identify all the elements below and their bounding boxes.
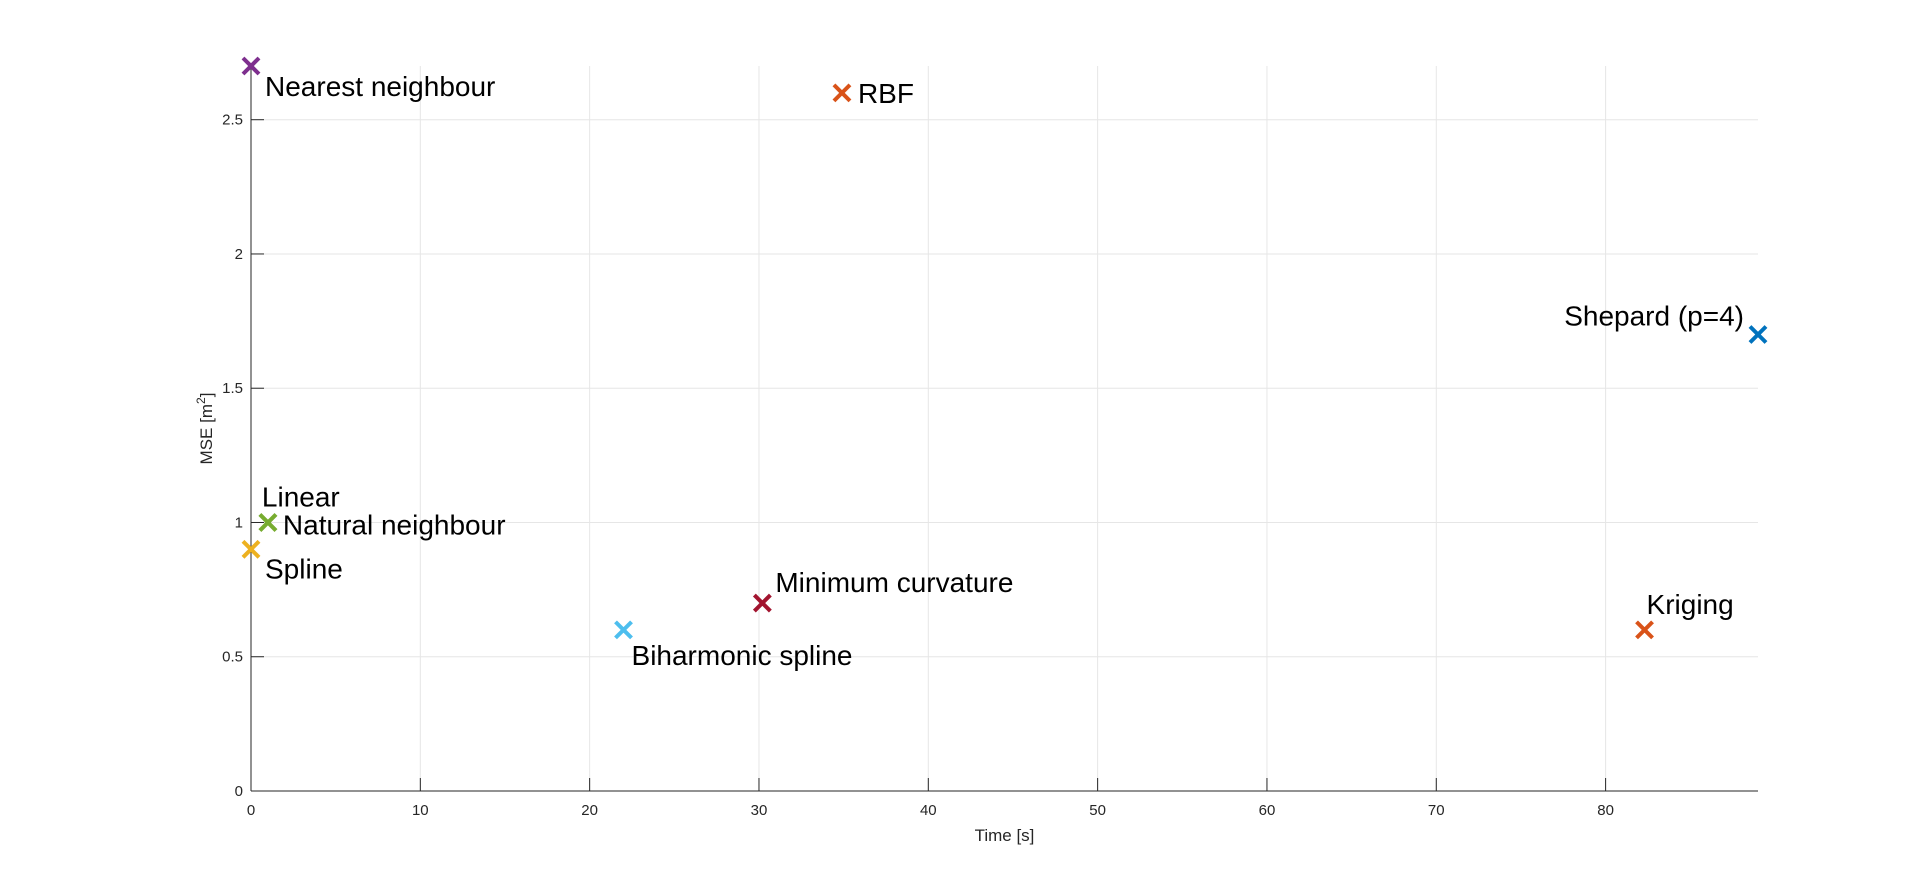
data-point: Nearest neighbour: [241, 56, 495, 102]
data-point: Shepard (p=4): [1564, 301, 1768, 344]
data-point: RBF: [832, 78, 914, 109]
y-tick-label: 0.5: [222, 649, 243, 666]
point-label: Nearest neighbour: [265, 71, 495, 102]
x-tick-label: 40: [920, 802, 937, 819]
point-label: Natural neighbour: [283, 509, 506, 540]
point-label: Linear: [262, 481, 340, 512]
y-tick-label: 0: [235, 783, 243, 800]
marker-stroke: [241, 539, 261, 559]
plot-area: [251, 66, 1758, 791]
data-point: Spline: [241, 539, 343, 584]
point-label: Spline: [265, 553, 343, 584]
marker-stroke: [258, 513, 278, 532]
marker-stroke: [832, 83, 852, 103]
data-point: Minimum curvature: [752, 567, 1013, 613]
data-points: Nearest neighbour RBF Shepard (p=4) LinearN…: [241, 56, 1768, 671]
y-tick-label: 2.5: [222, 112, 243, 129]
point-label: RBF: [858, 78, 914, 109]
y-axis-label-superscript: 2: [194, 397, 208, 404]
marker-stroke: [1635, 620, 1654, 640]
y-tick-label: 2: [235, 246, 243, 263]
point-label: Biharmonic spline: [632, 640, 853, 671]
x-tick-label: 20: [581, 802, 598, 819]
point-label: Kriging: [1647, 589, 1734, 620]
y-axis-label: MSE [m2]: [194, 393, 216, 465]
x-tick-label: 80: [1597, 802, 1614, 819]
x-tick-label: 60: [1259, 802, 1276, 819]
point-label: Shepard (p=4): [1564, 301, 1744, 332]
y-tick-label: 1.5: [222, 380, 243, 397]
y-axis-label-main: MSE [m: [197, 404, 216, 464]
marker-stroke: [752, 593, 772, 613]
data-point: Kriging: [1635, 589, 1734, 640]
y-axis-label-close: ]: [197, 393, 216, 398]
x-tick-label: 30: [751, 802, 768, 819]
x-axis-ticks: 0 10 20 30 40 50 60 70 80: [247, 778, 1614, 819]
data-point: Natural neighbour: [258, 509, 506, 540]
axes: [250, 66, 1758, 792]
y-axis-ticks: 0 0.5 1 1.5 2 2.5: [222, 112, 264, 800]
marker-stroke: [241, 56, 261, 76]
x-tick-label: 70: [1428, 802, 1445, 819]
x-tick-label: 0: [247, 802, 255, 819]
x-tick-label: 50: [1089, 802, 1106, 819]
grid-lines: [251, 66, 1758, 791]
marker-stroke: [614, 620, 633, 640]
y-tick-label: 1: [235, 514, 243, 531]
point-label: Minimum curvature: [775, 567, 1013, 598]
x-tick-label: 10: [412, 802, 429, 819]
x-axis-label: Time [s]: [975, 826, 1035, 845]
marker-stroke: [1748, 325, 1768, 344]
data-point: Biharmonic spline: [614, 620, 853, 671]
